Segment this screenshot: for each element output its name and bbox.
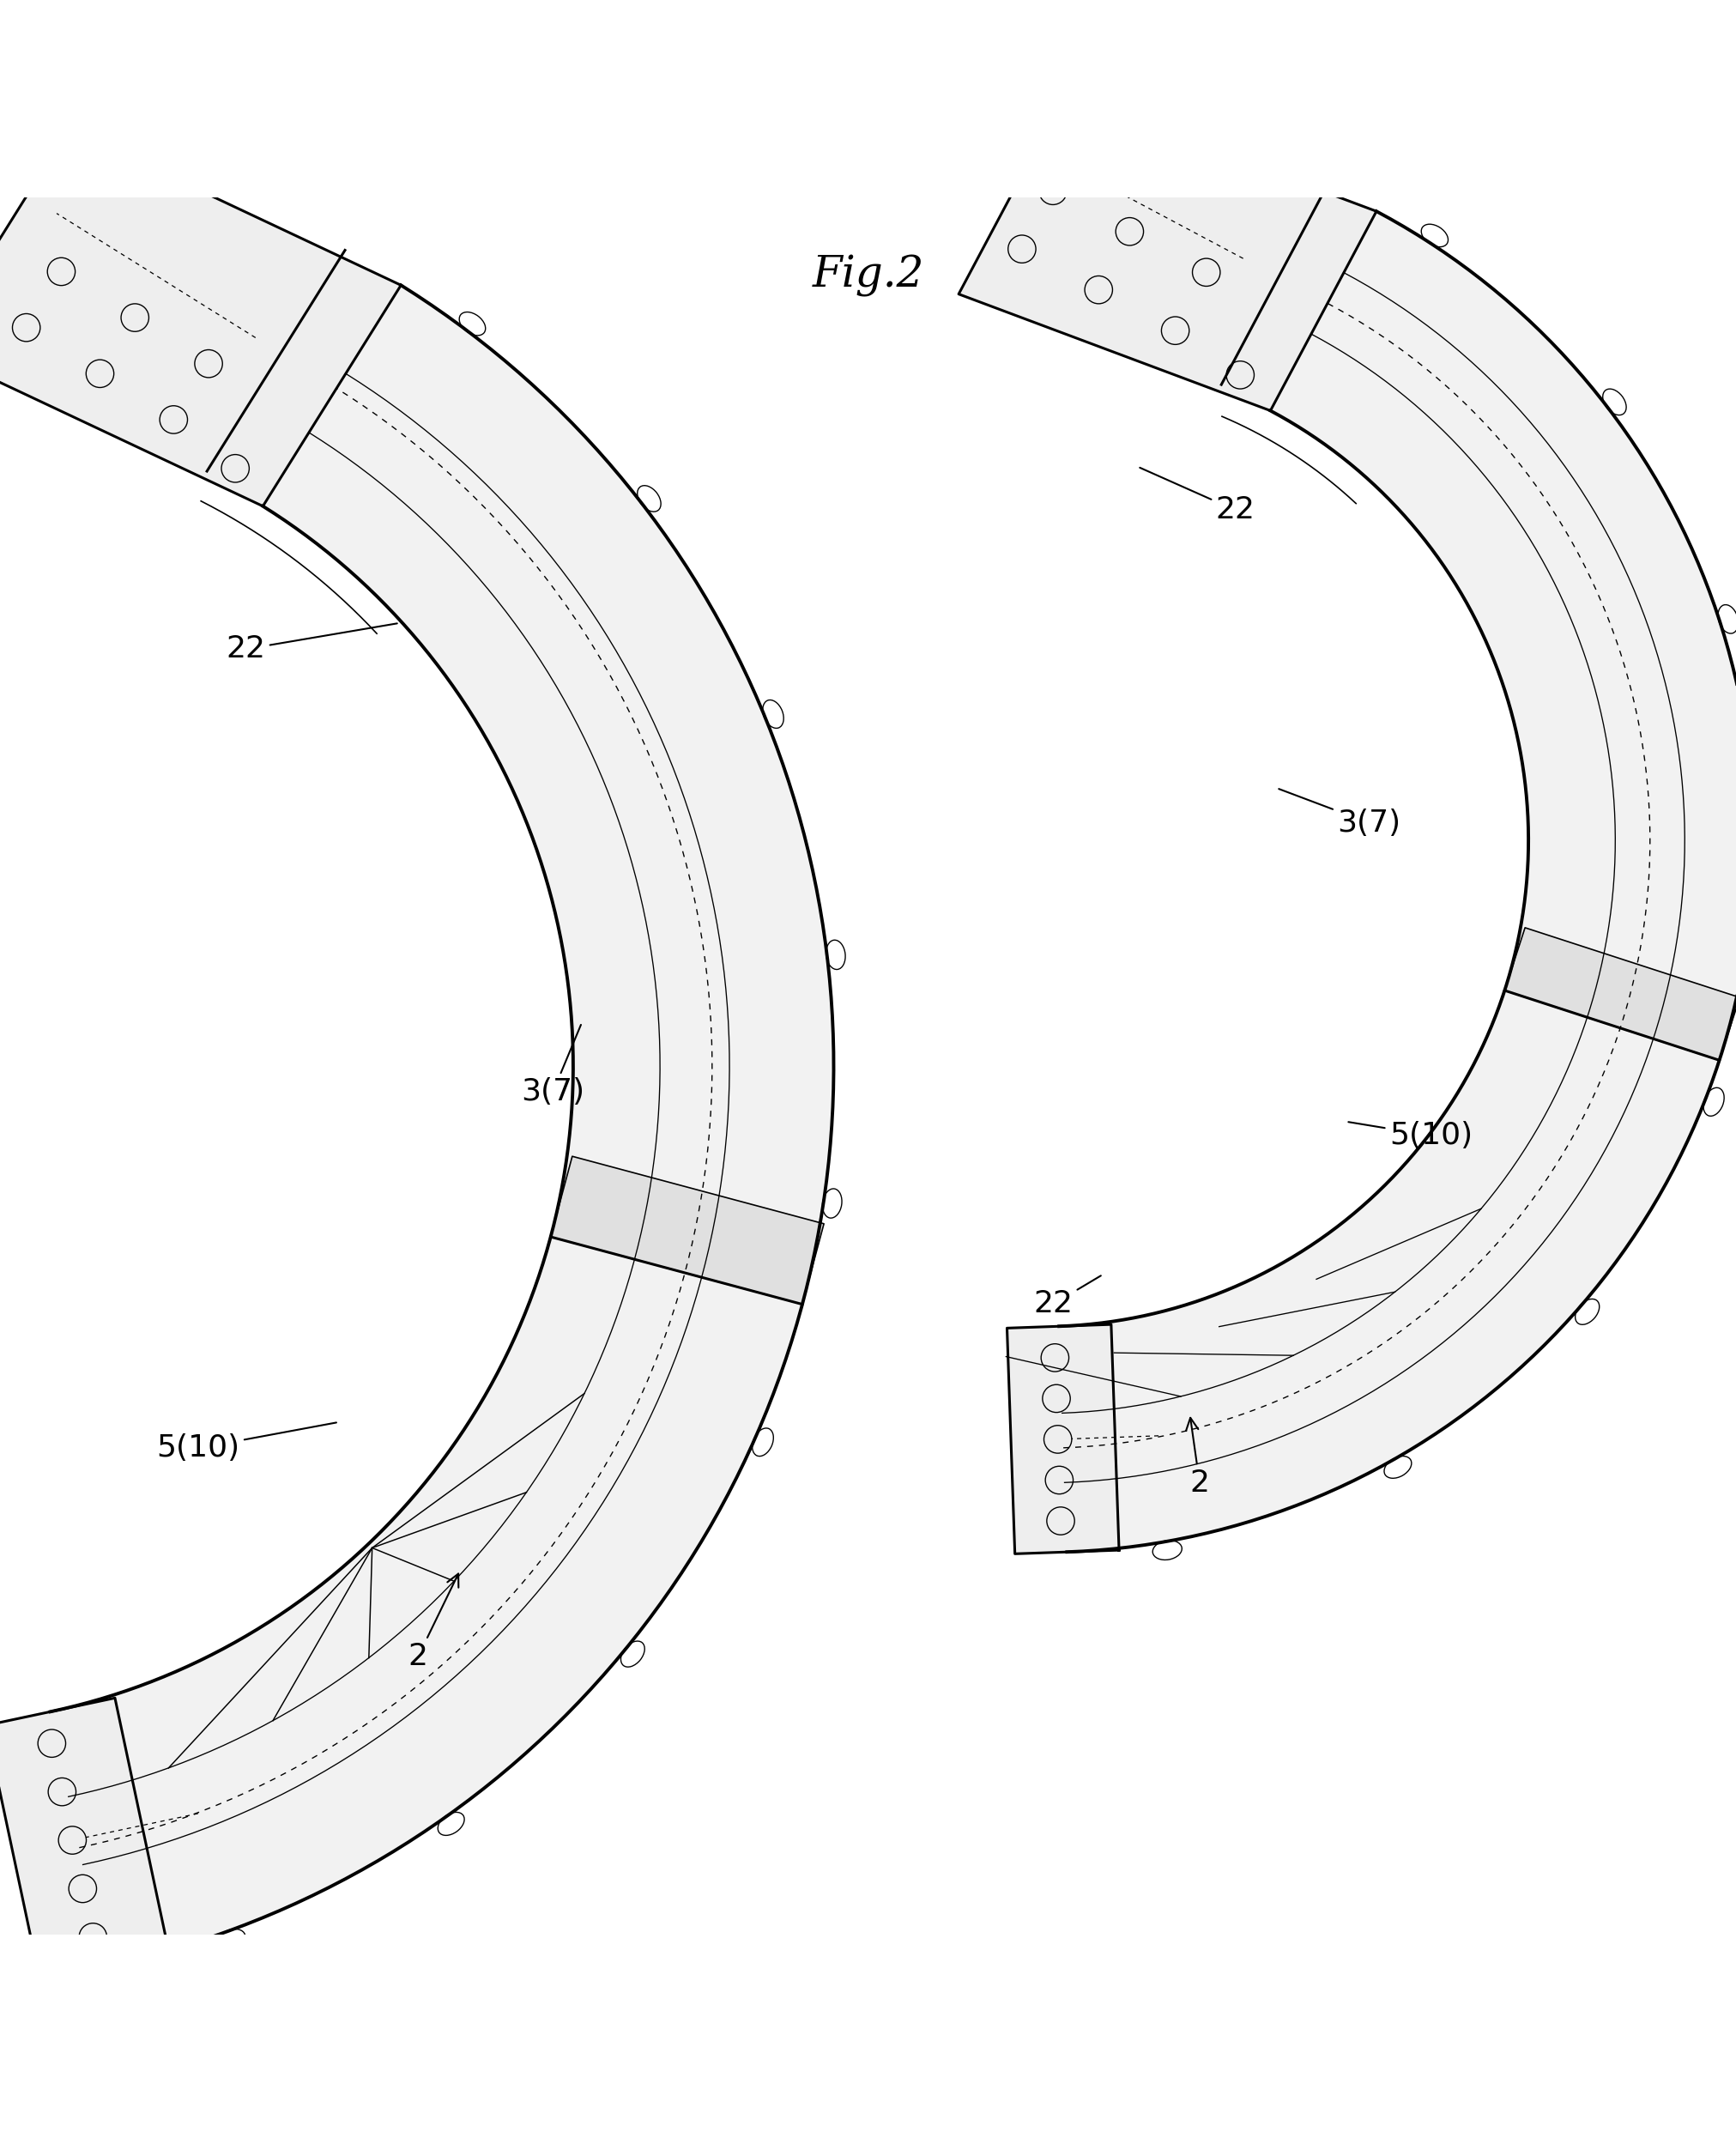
- Text: 22: 22: [1033, 1275, 1101, 1320]
- Polygon shape: [1059, 211, 1736, 1552]
- Text: 3(7): 3(7): [1278, 789, 1401, 838]
- Text: 2: 2: [1186, 1418, 1208, 1497]
- Text: Fig.2: Fig.2: [812, 254, 924, 296]
- Polygon shape: [958, 94, 1375, 411]
- Text: 2: 2: [408, 1573, 458, 1671]
- Polygon shape: [0, 1697, 168, 1981]
- Polygon shape: [50, 286, 833, 1966]
- Text: 22: 22: [1139, 467, 1255, 524]
- Polygon shape: [1503, 927, 1736, 1060]
- Polygon shape: [1007, 1324, 1118, 1554]
- Text: 5(10): 5(10): [156, 1422, 337, 1463]
- Text: 22: 22: [226, 623, 398, 663]
- Text: 3(7): 3(7): [521, 1025, 585, 1107]
- Polygon shape: [550, 1156, 823, 1305]
- Polygon shape: [0, 128, 401, 505]
- Text: 5(10): 5(10): [1347, 1121, 1472, 1149]
